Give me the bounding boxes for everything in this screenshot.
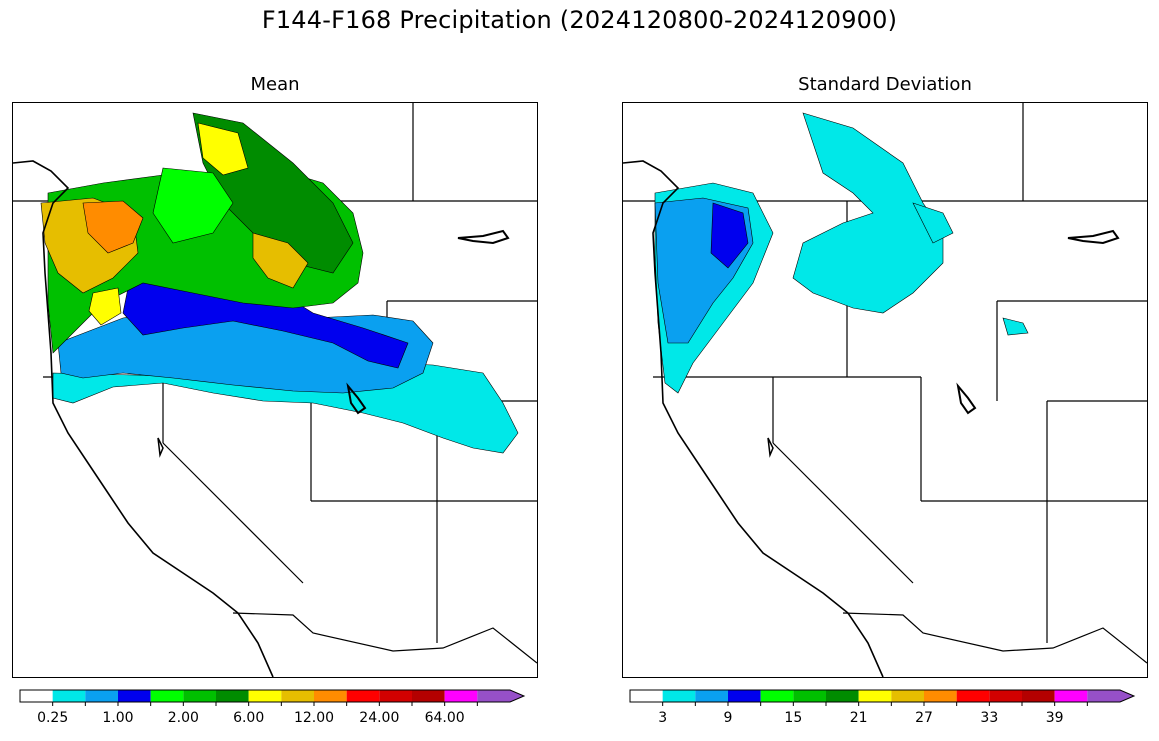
mean-colorbar-bin-12 (412, 690, 445, 702)
mean-precip-regions (40, 112, 519, 454)
stddev-colorbar-bin-6 (826, 690, 859, 702)
mean-colorbar-bin-4 (150, 690, 184, 702)
stddev-colorbar-label-0: 3 (658, 710, 667, 726)
stddev-regions (654, 112, 1029, 394)
mean-colorbar-bin-6 (216, 690, 249, 702)
stddev-colorbar-bin-10 (956, 690, 990, 702)
mean-colorbar-outline (19, 689, 526, 703)
stddev-colorbar-bin-9 (924, 690, 957, 702)
mean-map (12, 102, 538, 678)
stddev-colorbar-bin-14 (1087, 690, 1134, 702)
region-cyan-east (912, 202, 954, 244)
mean-colorbar: 0.25 1.00 2.00 6.00 12.00 24.00 64.00 (19, 688, 540, 738)
figure-title: F144-F168 Precipitation (2024120800-2024… (261, 6, 898, 34)
stddev-colorbar-bin-2 (695, 690, 728, 702)
region-cyan-small (1002, 317, 1029, 336)
mean-colorbar-label-3: 6.00 (233, 710, 264, 726)
mean-map-svg (13, 103, 537, 677)
mean-colorbar-bin-13 (444, 690, 478, 702)
stddev-map-svg (623, 103, 1147, 677)
coastline (623, 160, 884, 677)
stddev-colorbar-label-6: 39 (1046, 710, 1064, 726)
stddev-colorbar-label-5: 33 (980, 710, 998, 726)
mean-colorbar-bin-9 (314, 690, 347, 702)
stddev-colorbar-bin-3 (728, 690, 761, 702)
mean-colorbar-bin-0 (20, 690, 53, 702)
stddev-colorbar-label-3: 21 (850, 710, 868, 726)
mean-colorbar-bin-11 (379, 690, 412, 702)
stddev-colorbar-bin-12 (1022, 690, 1055, 702)
mean-colorbar-bin-7 (248, 690, 282, 702)
region-orange (82, 200, 144, 254)
region-yellow-south (88, 287, 122, 326)
mean-colorbar-bin-8 (281, 690, 314, 702)
lake-north-east (1067, 229, 1120, 245)
region-cyan-north (792, 112, 944, 314)
mean-colorbar-label-1: 1.00 (102, 710, 133, 726)
lake-tahoe (157, 437, 164, 458)
region-blue-core (710, 202, 749, 269)
stddev-panel-title: Standard Deviation (798, 74, 972, 95)
mean-colorbar-bin-5 (183, 690, 216, 702)
lake-great-salt (956, 382, 977, 415)
stddev-colorbar-bin-0 (630, 690, 663, 702)
mean-colorbar-label-2: 2.00 (168, 710, 199, 726)
stddev-map (622, 102, 1148, 678)
stddev-colorbar: 3 9 15 21 27 33 39 (629, 688, 1150, 738)
stddev-colorbar-bin-11 (989, 690, 1022, 702)
mean-colorbar-label-0: 0.25 (37, 710, 68, 726)
mean-colorbar-bin-3 (118, 690, 151, 702)
mean-panel-title: Mean (250, 74, 300, 95)
stddev-colorbar-bin-5 (793, 690, 826, 702)
region-bright-green (152, 167, 234, 244)
mean-colorbar-bin-14 (477, 690, 524, 702)
lake-great-salt (346, 382, 367, 415)
coastline (13, 160, 274, 677)
mean-colorbar-label-4: 12.00 (294, 710, 334, 726)
stddev-colorbar-bin-13 (1054, 690, 1088, 702)
stddev-colorbar-bin-7 (858, 690, 892, 702)
mean-colorbar-bin-1 (52, 690, 86, 702)
stddev-colorbar-bin-4 (760, 690, 794, 702)
region-gold-east (252, 232, 309, 289)
stddev-colorbar-svg: 3 9 15 21 27 33 39 (629, 689, 1136, 726)
stddev-colorbar-bin-8 (891, 690, 924, 702)
lake-tahoe (767, 437, 774, 458)
stddev-colorbar-label-2: 15 (784, 710, 802, 726)
mean-colorbar-bin-2 (85, 690, 118, 702)
stddev-colorbar-bin-1 (662, 690, 696, 702)
mean-colorbar-label-5: 24.00 (359, 710, 399, 726)
mean-colorbar-bin-10 (346, 690, 380, 702)
mean-colorbar-svg: 0.25 1.00 2.00 6.00 12.00 24.00 64.00 (19, 689, 526, 726)
region-yellow-north (197, 122, 249, 176)
stddev-colorbar-label-4: 27 (915, 710, 933, 726)
stddev-colorbar-outline (629, 689, 1136, 703)
stddev-colorbar-label-1: 9 (724, 710, 733, 726)
lake-north-east (457, 229, 510, 245)
mean-colorbar-label-6: 64.00 (425, 710, 465, 726)
